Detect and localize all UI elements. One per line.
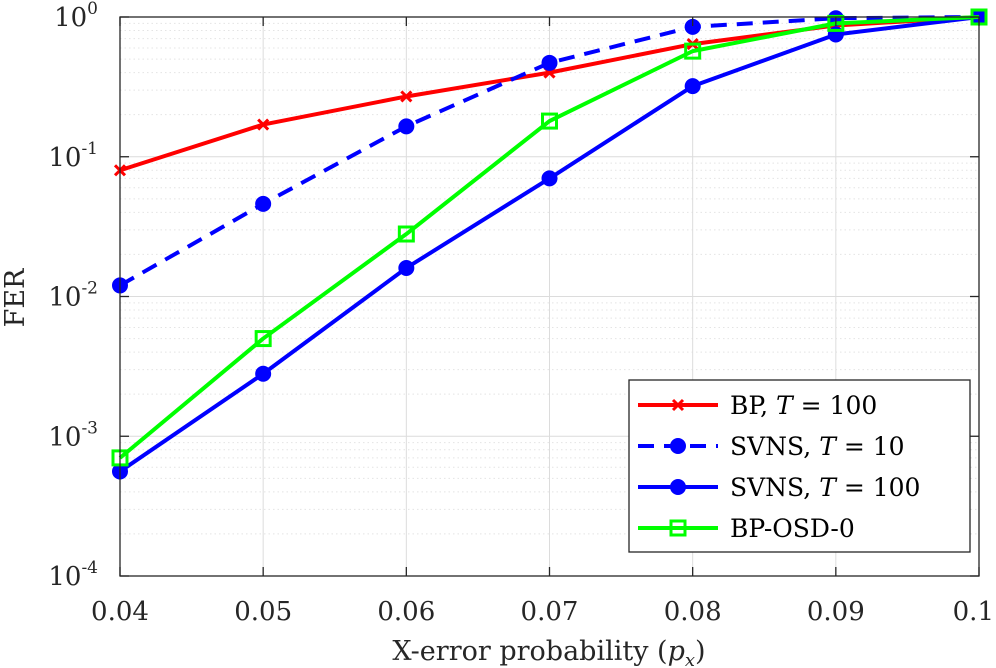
y-tick-label-exponent: -3 — [81, 418, 98, 438]
y-tick-label: 10-3 — [48, 418, 98, 452]
y-tick-label-base: 10 — [48, 283, 81, 313]
x-marker — [257, 118, 270, 131]
legend-label-var: T — [819, 432, 838, 461]
legend-label-prefix: BP-OSD-0 — [730, 514, 855, 543]
legend-entry: SVNS, T = 10 — [638, 432, 905, 461]
legend-label-value: = 100 — [793, 391, 878, 420]
legend-label-prefix: BP, — [730, 391, 776, 420]
y-tick-label-base: 10 — [48, 143, 81, 173]
legend-label-value: = 10 — [836, 432, 905, 461]
square-marker — [397, 225, 415, 243]
x-tick-label: 0.1 — [953, 597, 994, 627]
x-axis-title: X-error probability (px) — [392, 636, 705, 668]
x-tick-labels: 0.04 0.05 0.06 0.07 0.08 0.09 0.1 — [91, 597, 994, 627]
y-tick-label-base: 10 — [54, 3, 87, 33]
circle-marker — [255, 365, 272, 382]
y-tick-label-exponent: 0 — [87, 0, 98, 19]
circle-marker — [398, 259, 415, 276]
y-axis-title: FER — [0, 268, 31, 327]
y-tick-label-base: 10 — [48, 562, 81, 592]
x-tick-label: 0.08 — [664, 597, 722, 627]
square-marker — [684, 42, 702, 60]
x-tick-label: 0.04 — [91, 597, 149, 627]
y-tick-label-base: 10 — [48, 422, 81, 452]
x-marker — [671, 398, 685, 412]
x-marker — [400, 90, 413, 103]
circle-marker — [398, 118, 415, 135]
tick-marks — [119, 16, 980, 577]
x-tick-label: 0.06 — [377, 597, 435, 627]
y-tick-label: 10-2 — [48, 279, 98, 313]
square-marker — [254, 330, 272, 348]
circle-marker — [684, 78, 701, 95]
y-tick-label: 10-4 — [48, 558, 98, 592]
y-tick-label: 10-1 — [48, 139, 98, 173]
y-tick-label-exponent: -1 — [81, 139, 98, 159]
legend-label-prefix: SVNS, — [730, 432, 819, 461]
legend-label-value: = 100 — [836, 473, 921, 502]
square-marker — [669, 519, 687, 537]
x-axis-title-prefix: X-error probability ( — [392, 636, 667, 667]
legend-label: BP, T = 100 — [730, 391, 877, 420]
circle-marker — [541, 170, 558, 187]
legend-label-var: T — [819, 473, 838, 502]
x-axis-title-suffix: ) — [695, 636, 706, 667]
circle-marker — [670, 438, 686, 454]
legend-label-prefix: SVNS, — [730, 473, 819, 502]
x-axis-title-var: p — [668, 636, 685, 667]
x-axis-title-sub: x — [685, 650, 695, 668]
square-marker — [541, 112, 558, 130]
legend-label: BP-OSD-0 — [730, 514, 855, 543]
legend-label-var: T — [776, 391, 795, 420]
y-tick-label-exponent: -4 — [81, 558, 98, 578]
x-tick-label: 0.09 — [807, 597, 865, 627]
circle-marker — [255, 195, 272, 212]
legend-label: SVNS, T = 100 — [730, 473, 920, 502]
x-tick-label: 0.05 — [234, 597, 292, 627]
legend-label: SVNS, T = 10 — [730, 432, 905, 461]
y-tick-label-exponent: -2 — [81, 279, 98, 299]
legend-entry: BP, T = 100 — [638, 391, 877, 420]
x-tick-label: 0.07 — [521, 597, 579, 627]
y-tick-label: 100 — [54, 0, 98, 33]
legend-entry: SVNS, T = 100 — [638, 473, 920, 502]
circle-marker — [670, 479, 686, 495]
legend-entry: BP-OSD-0 — [638, 514, 855, 543]
circle-marker — [541, 54, 558, 71]
